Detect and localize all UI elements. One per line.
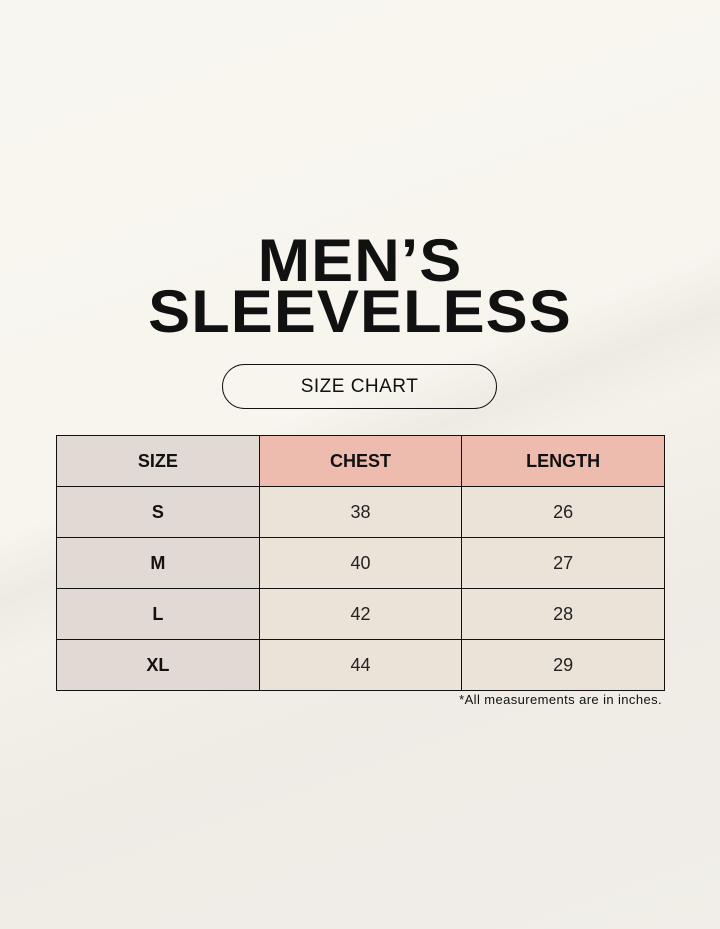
header-length: LENGTH (461, 435, 665, 487)
cell-size: M (56, 537, 260, 589)
cell-length: 26 (461, 486, 665, 538)
title-line-2: SLEEVELESS (148, 278, 572, 345)
cell-chest: 42 (258, 588, 463, 640)
table-header-row: SIZE CHEST LENGTH (56, 435, 665, 487)
table-row: S 38 26 (56, 486, 665, 538)
cell-length: 27 (461, 537, 665, 589)
table-row: L 42 28 (56, 588, 665, 640)
cell-size: XL (56, 639, 260, 691)
table-row: M 40 27 (56, 537, 665, 589)
measurement-note: *All measurements are in inches. (459, 692, 662, 707)
cell-size: S (56, 486, 260, 538)
size-table: SIZE CHEST LENGTH S 38 26 M 40 27 L 42 28 XL 44 29 (56, 435, 665, 691)
cell-chest: 40 (258, 537, 463, 589)
cell-chest: 38 (258, 486, 463, 538)
table-row: XL 44 29 (56, 639, 665, 691)
header-chest: CHEST (258, 435, 463, 487)
header-size: SIZE (56, 435, 260, 487)
cell-chest: 44 (258, 639, 463, 691)
cell-length: 29 (461, 639, 665, 691)
size-chart-badge: SIZE CHART (222, 364, 497, 409)
title-line-1: MEN’S (257, 227, 463, 294)
cell-size: L (56, 588, 260, 640)
cell-length: 28 (461, 588, 665, 640)
